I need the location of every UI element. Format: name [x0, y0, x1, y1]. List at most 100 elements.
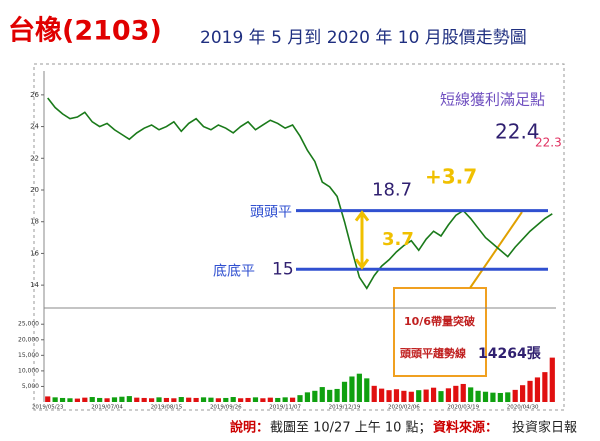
volume-bar	[186, 397, 192, 402]
volume-bar	[468, 387, 474, 402]
volume-bar	[364, 378, 370, 402]
volume-bar	[156, 397, 162, 402]
volume-bar	[534, 377, 541, 402]
annotation-range: 3.7	[382, 229, 414, 250]
volume-bar	[230, 397, 236, 402]
y2-tick-label: 20,000	[18, 336, 39, 343]
footer-text: 截圖至 10/27 上午 10 點；	[270, 421, 432, 436]
volume-bar	[252, 397, 259, 402]
volume-bar	[200, 397, 207, 402]
volume-bar	[74, 398, 80, 402]
volume-bar	[119, 396, 125, 402]
volume-bar	[408, 391, 414, 402]
volume-bar	[341, 381, 348, 402]
annotation-volume-note: 14264張	[478, 346, 542, 362]
volume-bar	[89, 397, 95, 402]
volume-bar	[223, 397, 229, 402]
volume-bar	[445, 388, 452, 402]
annotation-gain: +3.7	[425, 165, 477, 189]
y-tick-label: 26	[30, 91, 39, 99]
volume-bar	[260, 398, 266, 402]
x-tick-label: 2019/12/19	[329, 405, 361, 411]
footer-source-label: 資料來源：	[433, 420, 498, 436]
chart-title: 台橡(2103)	[8, 15, 162, 47]
volume-bar	[416, 390, 422, 402]
annotation-neck-label: 頭頭平	[250, 205, 292, 221]
x-tick-label: 2019/05/23	[32, 405, 64, 411]
volume-bar	[126, 396, 132, 402]
volume-bar	[312, 390, 318, 402]
volume-bar	[141, 397, 147, 402]
y2-tick-label: 5,000	[22, 383, 39, 390]
footer-label: 說明：	[230, 420, 269, 436]
chart-frame	[33, 63, 565, 411]
volume-bar	[319, 387, 325, 402]
x-tick-label: 2019/08/15	[151, 405, 183, 411]
volume-bar	[327, 389, 333, 402]
x-tick-label: 2020/04/30	[507, 405, 539, 411]
volume-bar	[289, 397, 296, 402]
volume-bar	[371, 385, 377, 402]
volume-bar	[505, 392, 511, 402]
volume-bar	[482, 391, 489, 402]
annotation-breakout: 10/6帶量突破	[404, 314, 475, 328]
volume-bar	[542, 372, 548, 402]
note-box	[393, 287, 487, 377]
volume-bar	[178, 397, 184, 402]
volume-bar	[59, 397, 66, 402]
volume-bar	[193, 397, 199, 402]
y-tick-label: 18	[30, 218, 39, 226]
annotation-base-value: 15	[272, 259, 294, 279]
annotation-neck-value: 18.7	[372, 180, 412, 201]
volume-bar	[82, 397, 88, 402]
volume-bar	[453, 385, 459, 402]
volume-bar	[97, 397, 103, 402]
volume-bar	[401, 390, 407, 402]
volume-bar	[52, 397, 58, 402]
volume-bar	[148, 398, 155, 402]
volume-bar	[238, 398, 244, 402]
volume-bar	[520, 385, 526, 402]
x-tick-label: 2019/11/07	[269, 405, 301, 411]
y2-tick-label: 10,000	[18, 367, 39, 374]
volume-bar	[475, 390, 481, 402]
volume-bar	[282, 397, 288, 402]
volume-bar	[297, 395, 303, 402]
volume-bar	[267, 397, 273, 402]
volume-bar	[111, 397, 118, 402]
annotation-target: 短線獲利滿足點	[440, 91, 545, 109]
x-tick-label: 2019/09/26	[210, 405, 242, 411]
y-tick-label: 20	[30, 186, 39, 194]
volume-bar	[423, 389, 429, 402]
annotation-trendline: 頭頭平趨勢線	[400, 346, 466, 360]
y-tick-label: 16	[30, 249, 39, 257]
footer-source: 投資家日報	[512, 420, 577, 436]
x-tick-label: 2020/02/06	[388, 405, 420, 411]
volume-bar	[549, 357, 555, 402]
volume-bar	[386, 390, 392, 402]
volume-bar	[67, 398, 73, 402]
volume-bar	[215, 398, 221, 402]
volume-bar	[275, 397, 281, 402]
x-tick-label: 2020/03/19	[447, 405, 479, 411]
note-arrow	[469, 211, 523, 289]
y2-tick-label: 15,000	[18, 352, 39, 359]
volume-bar	[334, 388, 340, 402]
annotation-base-label: 底底平	[213, 263, 255, 279]
volume-bar	[163, 397, 170, 402]
annotation-last: 22.3	[535, 136, 562, 150]
y2-tick-label: 25,000	[18, 321, 39, 328]
volume-bar	[393, 389, 400, 402]
volume-bar	[349, 376, 355, 402]
volume-bar	[438, 391, 444, 402]
volume-bar	[104, 398, 110, 402]
y-tick-label: 14	[30, 281, 39, 289]
volume-bar	[460, 383, 466, 402]
volume-bar	[379, 388, 385, 402]
price-line	[47, 97, 553, 290]
volume-bar	[134, 397, 140, 402]
volume-bar	[430, 387, 437, 402]
x-tick-label: 2019/07/04	[91, 405, 123, 411]
volume-bar	[245, 397, 251, 402]
